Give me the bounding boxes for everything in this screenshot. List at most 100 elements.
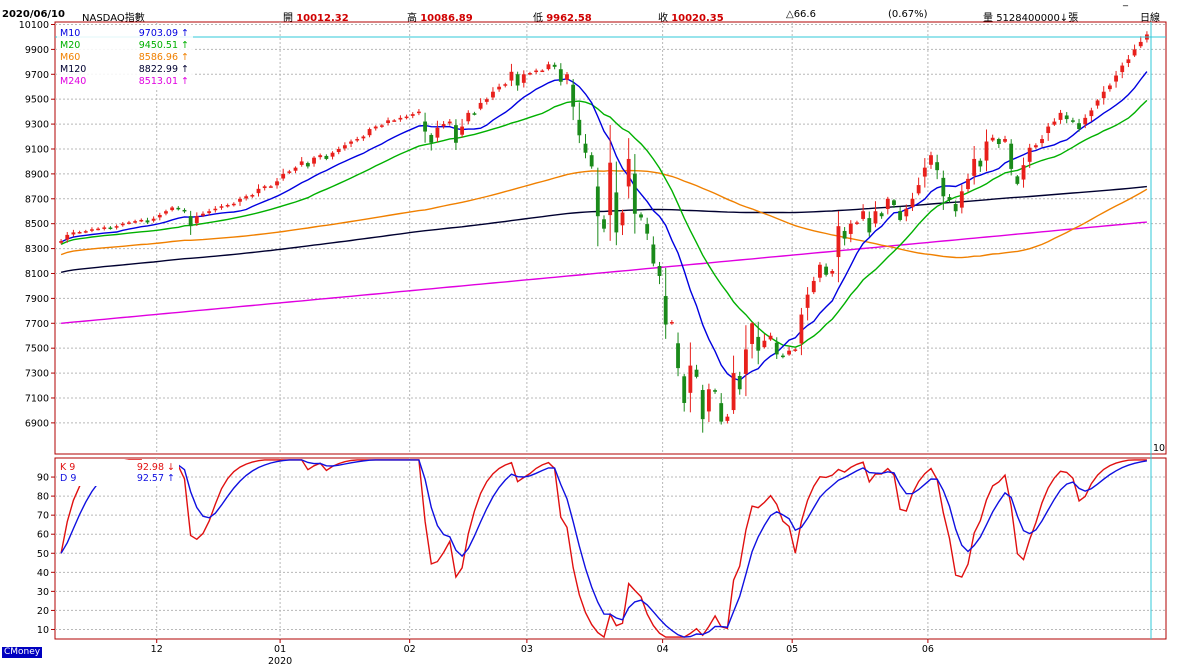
- candle-up: [447, 121, 452, 124]
- candle-up: [491, 91, 495, 98]
- open-label: 開: [283, 13, 293, 24]
- candle-down: [892, 200, 896, 206]
- candle-down: [1015, 176, 1020, 184]
- legend-name-m60: M60: [60, 52, 80, 63]
- change-percent: (0.67%): [888, 9, 928, 20]
- candle-up: [1046, 126, 1051, 134]
- price-tick-label: 7300: [25, 369, 49, 380]
- candle-up: [244, 196, 249, 199]
- candle-up: [201, 213, 205, 216]
- candle-down: [978, 160, 983, 167]
- ma-line-m240: [61, 221, 1147, 324]
- candle-up: [688, 365, 693, 393]
- candle-down: [867, 218, 872, 233]
- candle-down: [1009, 143, 1014, 169]
- kd-lines: [60, 459, 1148, 639]
- candle-up: [379, 125, 384, 127]
- price-tick-label: 7900: [25, 294, 49, 305]
- legend-value-m20: 9450.51 ↑: [139, 40, 189, 51]
- x-tick-label: 05: [786, 644, 798, 655]
- high-label: 高: [407, 13, 417, 24]
- candle-down: [1064, 115, 1069, 120]
- kd-legend-background: [57, 460, 179, 486]
- candle-up: [762, 340, 767, 348]
- candle-up: [497, 86, 502, 90]
- candle-up: [509, 71, 514, 81]
- candle-up: [127, 222, 131, 224]
- kd-tick-label: 50: [37, 549, 49, 560]
- candle-up: [170, 207, 175, 211]
- kd-panel-frame: [54, 457, 1167, 640]
- candle-down: [713, 390, 717, 392]
- candle-up: [885, 198, 890, 209]
- candle-up: [268, 186, 273, 188]
- candle-down: [719, 403, 724, 422]
- kd-y-ticks: 10 20 30 40 50 60 70 80 90: [37, 473, 55, 636]
- candle-up: [435, 127, 440, 138]
- volume-label: 量: [983, 13, 993, 24]
- candle-up: [194, 216, 199, 224]
- candle-up: [287, 171, 292, 173]
- candle-up: [793, 349, 798, 351]
- candle-down: [614, 192, 619, 233]
- candle-up: [1052, 121, 1057, 125]
- candle-up: [349, 141, 353, 144]
- kd-legend: K 9 92.98 ↓ D 9 92.57 ↑: [57, 460, 179, 486]
- candle-up: [540, 70, 545, 73]
- price-y-ticks: 6900 7100 7300 7500 7700 7900 8100 8300 8500 8700…: [19, 20, 55, 429]
- candle-down: [577, 119, 582, 136]
- candle-down: [595, 186, 600, 217]
- candle-up: [478, 102, 483, 109]
- close-field: 收 10020.35: [658, 9, 724, 24]
- candle-up: [1120, 65, 1125, 73]
- candle-up: [238, 198, 242, 202]
- candle-up: [929, 155, 933, 165]
- candle-up: [96, 228, 101, 231]
- candle-up: [546, 64, 551, 70]
- candle-down: [632, 173, 637, 214]
- quote-header: 2020/06/10 NASDAQ指數 開 10012.32 高 10086.8…: [0, 0, 1184, 24]
- candle-down: [947, 197, 952, 201]
- legend-name-m240: M240: [60, 76, 86, 87]
- candle-up: [966, 178, 970, 190]
- candle-down: [996, 139, 1001, 145]
- candle-up: [626, 158, 631, 187]
- candle-up: [873, 211, 878, 224]
- candle-up: [114, 226, 119, 228]
- candle-down: [583, 143, 588, 153]
- kd-tick-label: 60: [37, 530, 49, 541]
- candle-up: [293, 167, 298, 171]
- candle-up: [139, 219, 144, 222]
- candle-up: [528, 73, 532, 75]
- candle-down: [602, 219, 606, 229]
- candle-down: [108, 227, 113, 230]
- volume-field: 量 5128400000↓張: [983, 9, 1078, 24]
- open-field: 開 10012.32: [283, 9, 349, 24]
- legend-name-m120: M120: [60, 64, 86, 75]
- price-tick-label: 9900: [25, 45, 49, 56]
- candle-up: [959, 191, 964, 208]
- legend-value-m240: 8513.01 ↑: [139, 76, 189, 87]
- candle-up: [207, 211, 212, 214]
- kd-legend-name: D 9: [60, 473, 76, 484]
- candle-up: [1101, 91, 1106, 99]
- candle-down: [676, 343, 680, 369]
- candle-up: [250, 195, 255, 197]
- chart-grid: [55, 22, 1166, 639]
- candle-up: [318, 155, 323, 158]
- candle-up: [71, 232, 76, 235]
- candle-down: [558, 69, 563, 82]
- kd-legend-value: 92.57 ↑: [137, 473, 175, 484]
- candle-up: [262, 186, 267, 189]
- candle-up: [669, 322, 674, 324]
- legend-value-m120: 8822.99 ↑: [139, 64, 189, 75]
- candle-up: [811, 280, 816, 293]
- candle-down: [824, 266, 829, 275]
- candle-up: [608, 162, 613, 216]
- kd-tick-label: 90: [37, 473, 49, 484]
- candle-up: [565, 74, 569, 80]
- candle-up: [706, 389, 711, 412]
- price-tick-label: 8900: [25, 169, 49, 180]
- candle-up: [1027, 147, 1032, 162]
